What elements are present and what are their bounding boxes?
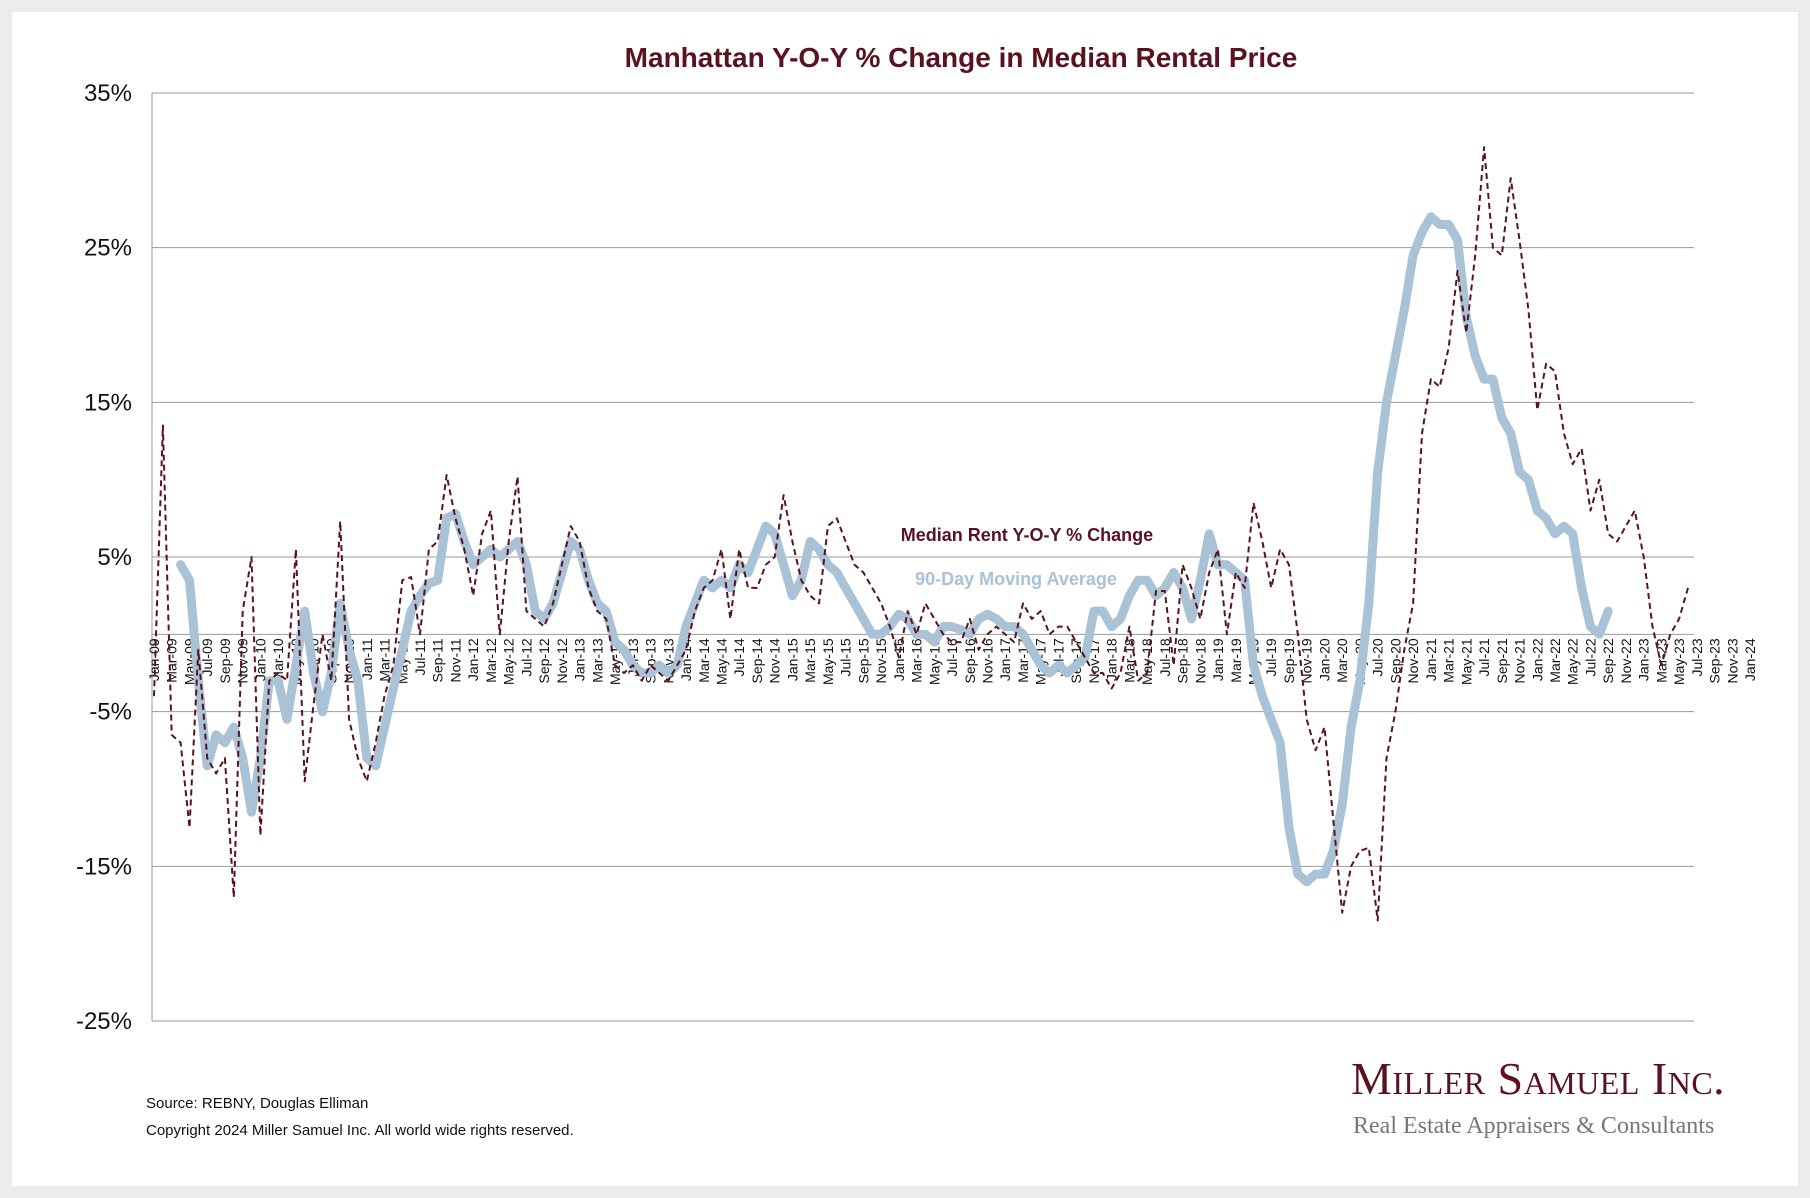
x-tick-label: Sep-22 — [1600, 638, 1616, 683]
x-tick-label: Jul-18 — [1157, 638, 1173, 676]
series-lines — [153, 146, 1689, 922]
y-tick-label: -15% — [76, 853, 132, 880]
x-tick-label: Nov-12 — [554, 638, 570, 683]
x-tick-label: Nov-11 — [447, 638, 463, 682]
legend-label-rent: Median Rent Y-O-Y % Change — [901, 525, 1153, 545]
x-tick-label: Mar-14 — [696, 638, 712, 683]
x-tick-label: Jan-16 — [891, 638, 907, 681]
x-tick-label: Jul-14 — [731, 638, 747, 676]
copyright-note: Copyright 2024 Miller Samuel Inc. All wo… — [146, 1122, 574, 1139]
x-tick-label: Jan-10 — [252, 638, 268, 681]
x-tick-label: Jan-23 — [1636, 638, 1652, 681]
x-tick-label: Nov-16 — [980, 638, 996, 683]
x-tick-label: Jul-11 — [412, 638, 428, 675]
x-tick-label: Jan-18 — [1104, 638, 1120, 681]
x-tick-label: Mar-21 — [1441, 638, 1457, 683]
x-tick-label: Jul-21 — [1476, 638, 1492, 676]
chart: Manhattan Y-O-Y % Change in Median Renta… — [76, 42, 1758, 1035]
x-tick-label: Jan-12 — [465, 638, 481, 681]
x-tick-label: Nov-23 — [1724, 638, 1740, 683]
y-tick-label: 5% — [97, 544, 132, 571]
company-tagline: Real Estate Appraisers & Consultants — [1353, 1113, 1715, 1139]
x-tick-label: Nov-09 — [235, 638, 251, 683]
x-tick-label: May-14 — [713, 638, 729, 685]
x-tick-label: Nov-22 — [1618, 638, 1634, 683]
x-tick-label: Nov-15 — [873, 638, 889, 683]
y-tick-label: -25% — [76, 1008, 132, 1035]
y-tick-label: 25% — [84, 235, 132, 262]
x-tick-label: Jan-15 — [784, 638, 800, 681]
x-axis-ticks: Jan-09 Mar-09 May-09 Jul-09 Sep-09 Nov-09 Jan-… — [146, 638, 1758, 685]
x-tick-label: Mar-13 — [589, 638, 605, 683]
x-tick-label: Mar-12 — [483, 638, 499, 683]
x-tick-label: Jan-09 — [146, 638, 162, 681]
x-tick-label: May-15 — [820, 638, 836, 685]
x-tick-label: Jan-21 — [1423, 638, 1439, 681]
x-tick-label: Sep-23 — [1707, 638, 1723, 683]
company-logo: Miller Samuel Inc. — [1351, 1053, 1726, 1104]
x-tick-label: Mar-22 — [1547, 638, 1563, 683]
x-tick-label: Sep-20 — [1387, 638, 1403, 683]
x-tick-label: Sep-14 — [749, 638, 765, 683]
x-tick-label: Nov-20 — [1405, 638, 1421, 683]
x-tick-label: Nov-14 — [767, 638, 783, 683]
x-tick-label: Sep-18 — [1175, 638, 1191, 683]
x-tick-label: Jan-17 — [997, 638, 1013, 681]
source-note: Source: REBNY, Douglas Elliman — [146, 1095, 369, 1112]
chart-frame: Manhattan Y-O-Y % Change in Median Renta… — [12, 12, 1798, 1186]
y-axis-ticks: 35% 25% 15% 5% -5% -15% -25% — [76, 80, 132, 1035]
x-tick-label: Nov-18 — [1192, 638, 1208, 683]
x-tick-label: Sep-12 — [536, 638, 552, 683]
y-tick-label: 35% — [84, 80, 132, 107]
x-tick-label: Jul-23 — [1689, 638, 1705, 676]
x-tick-label: Sep-16 — [962, 638, 978, 683]
x-tick-label: May-21 — [1458, 638, 1474, 685]
x-tick-label: May-16 — [926, 638, 942, 685]
x-tick-label: Mar-19 — [1228, 638, 1244, 683]
y-tick-label: 15% — [84, 389, 132, 416]
x-tick-label: Sep-21 — [1494, 638, 1510, 683]
x-tick-label: Jul-16 — [944, 638, 960, 676]
x-tick-label: Jul-19 — [1263, 638, 1279, 676]
x-tick-label: May-22 — [1565, 638, 1581, 685]
x-tick-label: Jan-19 — [1210, 638, 1226, 681]
x-tick-label: Jan-11 — [359, 638, 375, 680]
x-tick-label: Sep-19 — [1281, 638, 1297, 683]
x-tick-label: Jul-15 — [838, 638, 854, 676]
x-tick-label: Mar-10 — [270, 638, 286, 683]
x-tick-label: May-18 — [1139, 638, 1155, 685]
gridlines — [151, 92, 1694, 1022]
x-tick-label: Jul-20 — [1370, 638, 1386, 676]
x-tick-label: Sep-09 — [217, 638, 233, 683]
x-tick-label: Mar-15 — [802, 638, 818, 683]
chart-title: Manhattan Y-O-Y % Change in Median Renta… — [625, 42, 1298, 73]
x-tick-label: May-12 — [501, 638, 517, 685]
series-line-median-rent — [153, 146, 1689, 922]
x-tick-label: Sep-15 — [855, 638, 871, 683]
x-tick-label: Mar-16 — [909, 638, 925, 683]
x-tick-label: Sep-11 — [430, 638, 446, 682]
x-tick-label: Mar-09 — [164, 638, 180, 683]
y-tick-label: -5% — [89, 699, 132, 726]
x-tick-label: Jan-13 — [572, 638, 588, 681]
x-tick-label: Jul-09 — [199, 638, 215, 676]
x-tick-label: Mar-11 — [377, 638, 393, 682]
series-line-moving-average — [176, 212, 1613, 887]
x-tick-label: Jul-12 — [518, 638, 534, 676]
x-tick-label: Jan-24 — [1742, 638, 1758, 681]
x-tick-label: Nov-21 — [1512, 638, 1528, 683]
x-tick-label: Mar-20 — [1334, 638, 1350, 683]
x-tick-label: Jan-20 — [1316, 638, 1332, 681]
x-tick-label: May-23 — [1671, 638, 1687, 685]
x-tick-label: Jan-22 — [1529, 638, 1545, 681]
x-tick-label: Jul-22 — [1582, 638, 1598, 676]
legend-label-average: 90-Day Moving Average — [915, 569, 1117, 589]
